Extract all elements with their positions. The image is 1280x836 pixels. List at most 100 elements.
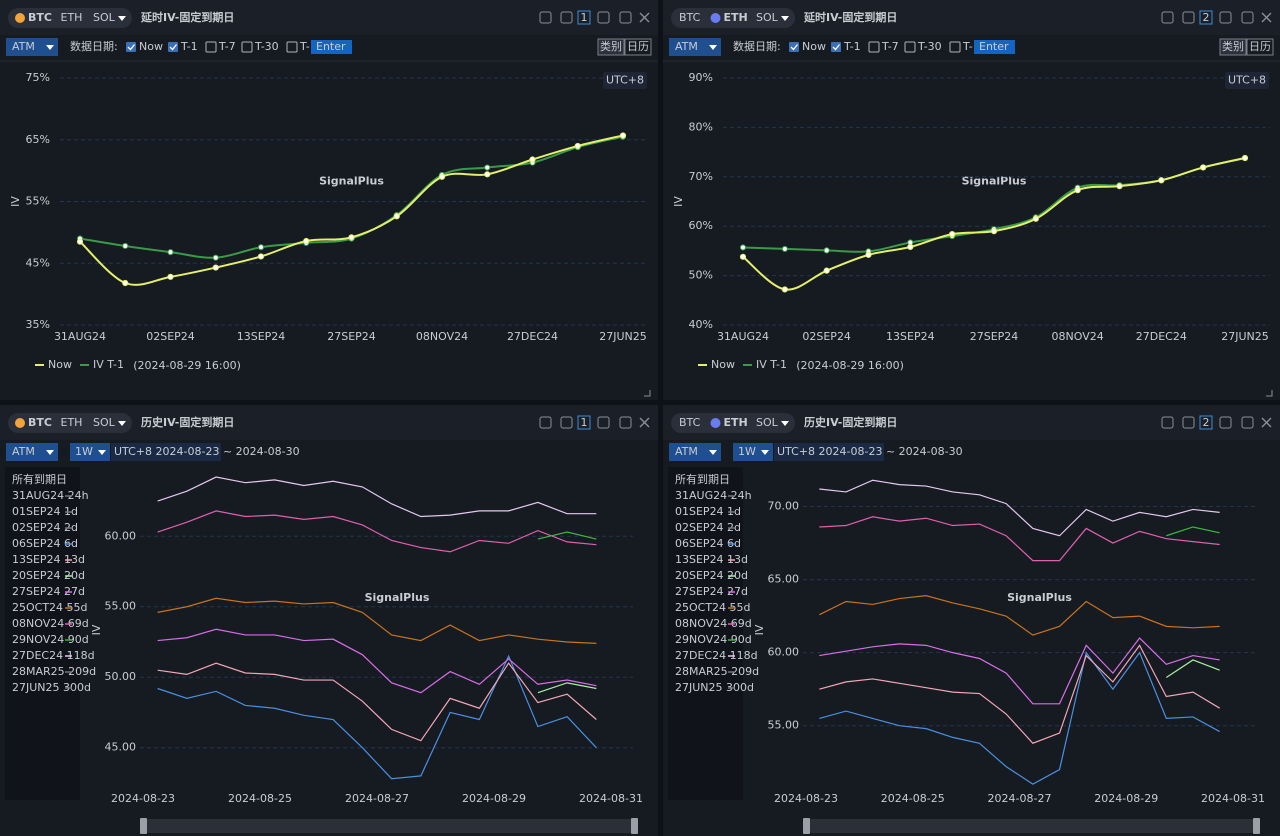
tool-icon[interactable] <box>1161 11 1174 24</box>
close-icon[interactable] <box>639 12 650 23</box>
legend-label[interactable]: 06SEP24 6d <box>12 537 78 550</box>
legend-label[interactable]: 27SEP24 27d <box>12 585 85 598</box>
tool-icon[interactable] <box>1219 416 1232 429</box>
asset-switch[interactable] <box>671 8 795 28</box>
scrollbar-track[interactable] <box>143 819 636 833</box>
point-marker <box>257 253 265 260</box>
tool-icon[interactable] <box>1241 416 1254 429</box>
tool-icon[interactable] <box>1219 11 1232 24</box>
range-box <box>774 443 884 461</box>
x-tick-label: 27DEC24 <box>507 330 558 343</box>
asset-tab[interactable]: SOL <box>756 11 779 24</box>
close-icon[interactable] <box>639 417 650 428</box>
tool-icon[interactable] <box>1241 11 1254 24</box>
legend-label[interactable]: 27SEP24 27d <box>675 585 748 598</box>
tool-icon[interactable] <box>560 11 573 24</box>
input-box[interactable] <box>311 40 352 54</box>
tool-icon[interactable] <box>1182 11 1195 24</box>
asset-tab[interactable]: SOL <box>93 11 116 24</box>
checkbox[interactable] <box>831 42 841 52</box>
checkbox[interactable] <box>789 42 799 52</box>
asset-tab[interactable]: ETH <box>724 416 748 429</box>
legend-label[interactable]: 25OCT24 55d <box>12 601 88 614</box>
legend-label[interactable]: 06SEP24 6d <box>675 537 741 550</box>
point-marker <box>619 132 627 139</box>
legend-label[interactable]: 27DEC24 118d <box>12 649 95 662</box>
series-line <box>1165 659 1220 678</box>
legend-label[interactable]: 13SEP24 13d <box>675 553 748 566</box>
checkbox[interactable] <box>868 41 880 53</box>
scroll-handle[interactable] <box>631 818 638 834</box>
tool-icon[interactable] <box>597 416 610 429</box>
legend-label[interactable]: 08NOV24 69d <box>675 617 752 630</box>
tool-icon[interactable] <box>1161 416 1174 429</box>
period-dropdown[interactable] <box>733 443 773 461</box>
tool-icon[interactable] <box>539 11 552 24</box>
period-dropdown[interactable] <box>70 443 110 461</box>
tool-icon[interactable] <box>1182 416 1195 429</box>
toggle-button[interactable] <box>1246 38 1274 56</box>
x-tick-label: 31AUG24 <box>717 330 769 343</box>
toggle-label: 类别 <box>600 39 622 53</box>
point-marker <box>1241 154 1249 162</box>
asset-switch[interactable] <box>8 413 132 433</box>
scroll-handle[interactable] <box>803 818 810 834</box>
legend-label[interactable]: 27DEC24 118d <box>675 649 758 662</box>
toggle-button[interactable] <box>624 38 652 56</box>
close-icon[interactable] <box>1261 417 1272 428</box>
toggle-button[interactable] <box>597 38 625 56</box>
scrollbar-track[interactable] <box>806 819 1258 833</box>
tool-icon[interactable] <box>597 11 610 24</box>
tool-icon[interactable] <box>539 416 552 429</box>
asset-switch[interactable] <box>8 8 132 28</box>
mode-dropdown[interactable] <box>669 38 721 56</box>
legend-label[interactable]: 25OCT24 55d <box>675 601 751 614</box>
asset-switch[interactable] <box>671 413 795 433</box>
mode-dropdown[interactable] <box>6 443 58 461</box>
asset-tab[interactable]: SOL <box>756 416 779 429</box>
legend-label[interactable]: 01SEP24 1d <box>675 505 741 518</box>
tool-icon[interactable] <box>619 416 632 429</box>
checkbox[interactable] <box>126 42 136 52</box>
legend-label[interactable]: 28MAR25 209d <box>675 665 759 678</box>
legend-label[interactable]: 08NOV24 69d <box>12 617 89 630</box>
legend-label[interactable]: 02SEP24 2d <box>12 521 78 534</box>
legend-label[interactable]: 02SEP24 2d <box>675 521 741 534</box>
checkbox[interactable] <box>241 41 253 53</box>
legend-label[interactable]: 31AUG24 24h <box>675 489 752 502</box>
checkbox[interactable] <box>168 42 178 52</box>
asset-tab[interactable]: ETH <box>61 416 83 429</box>
scroll-handle[interactable] <box>140 818 147 834</box>
checkbox[interactable] <box>205 41 217 53</box>
legend-label[interactable]: 29NOV24 90d <box>12 633 89 646</box>
legend-label[interactable]: 20SEP24 20d <box>12 569 85 582</box>
toggle-button[interactable] <box>1219 38 1247 56</box>
asset-tab[interactable]: BTC <box>28 11 52 24</box>
checkbox[interactable] <box>904 41 916 53</box>
legend-label[interactable]: 29NOV24 90d <box>675 633 752 646</box>
dropdown-caret <box>761 450 769 455</box>
asset-tab[interactable]: SOL <box>93 416 116 429</box>
legend-label[interactable]: 27JUN25 300d <box>675 681 754 694</box>
tool-icon[interactable] <box>560 416 573 429</box>
legend-label[interactable]: 13SEP24 13d <box>12 553 85 566</box>
checkbox[interactable] <box>949 41 961 53</box>
asset-tab[interactable]: BTC <box>679 416 701 429</box>
tool-icon[interactable] <box>619 11 632 24</box>
scroll-handle[interactable] <box>1253 818 1260 834</box>
input-box[interactable] <box>974 40 1015 54</box>
asset-tab[interactable]: ETH <box>724 11 748 24</box>
legend-label[interactable]: 01SEP24 1d <box>12 505 78 518</box>
checkbox[interactable] <box>286 41 298 53</box>
asset-tab[interactable]: BTC <box>28 416 52 429</box>
legend-label[interactable]: 20SEP24 20d <box>675 569 748 582</box>
mode-dropdown[interactable] <box>669 443 721 461</box>
close-icon[interactable] <box>1261 12 1272 23</box>
legend-label[interactable]: 31AUG24 24h <box>12 489 89 502</box>
asset-tab[interactable]: ETH <box>61 11 83 24</box>
legend-label[interactable]: 27JUN25 300d <box>12 681 91 694</box>
asset-tab[interactable]: BTC <box>679 11 701 24</box>
mode-dropdown[interactable] <box>6 38 58 56</box>
legend-label[interactable]: 28MAR25 209d <box>12 665 96 678</box>
series-line <box>819 479 1220 537</box>
